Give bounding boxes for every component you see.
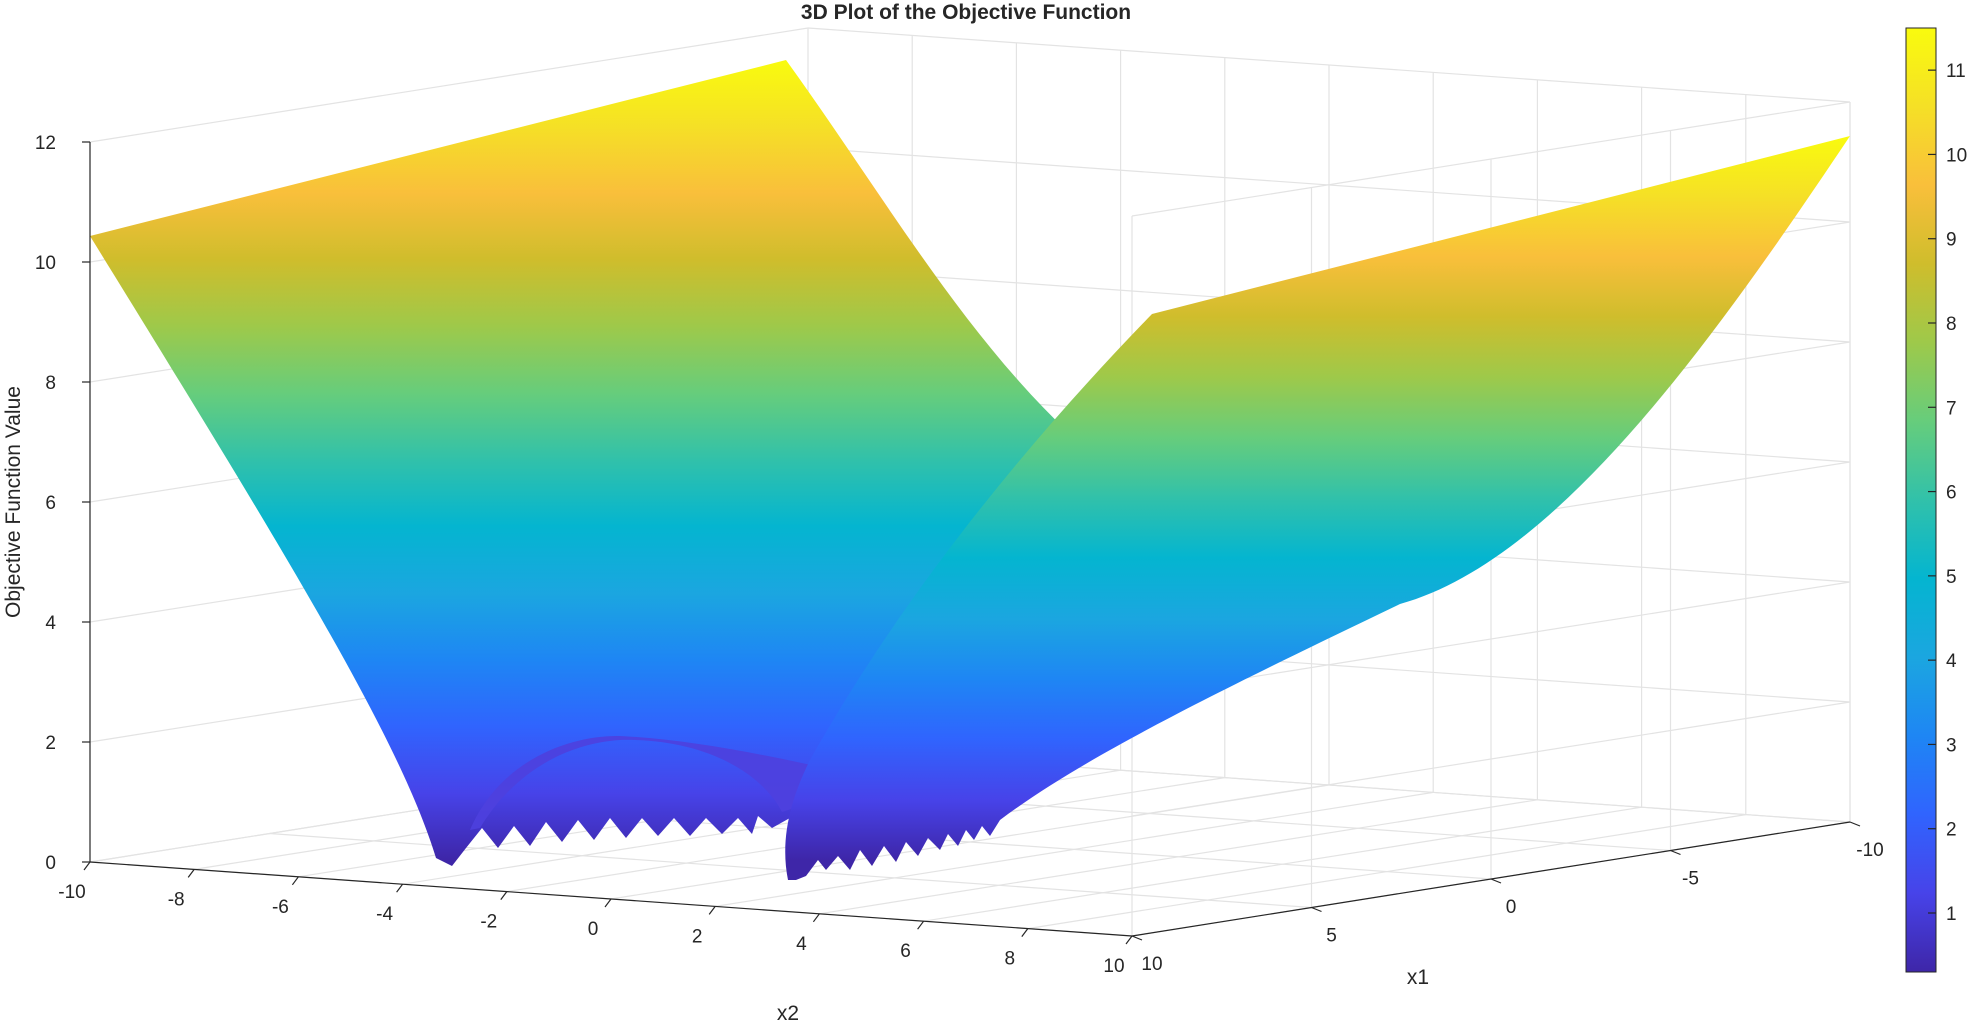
z-tick-label: 0 <box>45 853 56 874</box>
x2-tick-label: -8 <box>168 889 185 910</box>
surface-plot <box>90 60 1850 880</box>
x2-tick-label: -2 <box>480 912 497 933</box>
x2-tick-label: -10 <box>58 882 85 903</box>
colorbar-tick-label: 9 <box>1946 230 1957 251</box>
colorbar-tick-label: 6 <box>1946 483 1957 504</box>
x1-axis-label: x1 <box>1407 966 1429 989</box>
colorbar-tick-label: 3 <box>1946 735 1957 756</box>
colorbar-tick-label: 5 <box>1946 567 1957 588</box>
x2-tick-mark <box>291 876 299 886</box>
x2-tick-mark <box>917 920 925 930</box>
z-tick-label: 8 <box>45 373 56 394</box>
x2-tick-label: 10 <box>1103 956 1124 977</box>
x2-tick-mark <box>1125 935 1133 945</box>
x2-tick-mark <box>604 898 612 908</box>
surface-left-face <box>90 60 1068 866</box>
x2-tick-label: 8 <box>1005 949 1016 970</box>
x1-tick-mark <box>1849 821 1861 827</box>
x2-tick-label: -4 <box>376 904 393 925</box>
x1-tick-mark <box>1311 906 1322 913</box>
z-tick-label: 2 <box>45 733 56 754</box>
side-wall-grid-line <box>1131 701 1851 817</box>
x2-tick-label: 0 <box>588 919 599 940</box>
x2-tick-mark <box>1021 928 1029 937</box>
x2-tick-mark <box>187 869 195 878</box>
z-tick-label: 10 <box>35 253 56 274</box>
colorbar-tick-label: 11 <box>1946 61 1966 82</box>
z-tick-label: 12 <box>35 133 56 154</box>
x2-tick-mark <box>708 906 716 915</box>
x2-tick-label: 4 <box>796 934 807 955</box>
colorbar-tick-label: 4 <box>1946 651 1957 672</box>
colorbar-ticks: 1 2 3 4 5 6 7 8 9 10 11 <box>1928 61 1967 925</box>
left-wall-grid-line <box>89 27 809 143</box>
colorbar-tick-label: 2 <box>1946 820 1957 841</box>
x1-tick-label: 5 <box>1326 926 1337 947</box>
colorbar: 1 2 3 4 5 6 7 8 9 10 11 <box>1905 27 1967 973</box>
x2-tick-mark <box>812 913 820 923</box>
colorbar-tick-label: 7 <box>1946 398 1957 419</box>
back-wall-grid-line <box>807 27 1851 103</box>
z-tick-label: 6 <box>45 493 56 514</box>
colorbar-tick-label: 1 <box>1946 904 1957 925</box>
z-tick-label: 4 <box>45 613 56 634</box>
x2-tick-label: -6 <box>272 897 289 918</box>
x2-tick-mark <box>83 861 91 871</box>
chart-title: 3D Plot of the Objective Function <box>801 1 1131 24</box>
x2-tick-mark <box>396 883 404 893</box>
x2-tick-label: 6 <box>900 941 911 962</box>
colorbar-tick-label: 8 <box>1946 314 1957 335</box>
tick-labels: 0 2 4 6 8 10 12 -10 -8 -6 -4 -2 0 2 4 6 8 10 -10 -5 0 5 10 <box>35 133 1884 977</box>
x1-tick-label: -5 <box>1682 869 1699 890</box>
surface-dome <box>470 735 880 830</box>
x2-tick-label: 2 <box>692 926 703 947</box>
x2-axis-label: x2 <box>777 1002 799 1025</box>
x1-tick-mark <box>1670 849 1681 856</box>
x1-tick-label: 10 <box>1141 954 1162 975</box>
x1-tick-label: 0 <box>1506 897 1517 918</box>
side-wall-grid-line <box>1131 101 1851 217</box>
x1-tick-mark <box>1131 935 1143 941</box>
x1-tick-label: -10 <box>1856 840 1883 861</box>
x1-tick-mark <box>1490 878 1502 884</box>
surface-right-face <box>785 136 1850 880</box>
colorbar-tick-label: 10 <box>1946 145 1967 166</box>
z-axis-label: Objective Function Value <box>2 386 25 618</box>
side-wall-grid-line <box>1131 581 1851 697</box>
x2-tick-mark <box>500 891 508 900</box>
colorbar-rect <box>1905 27 1937 973</box>
